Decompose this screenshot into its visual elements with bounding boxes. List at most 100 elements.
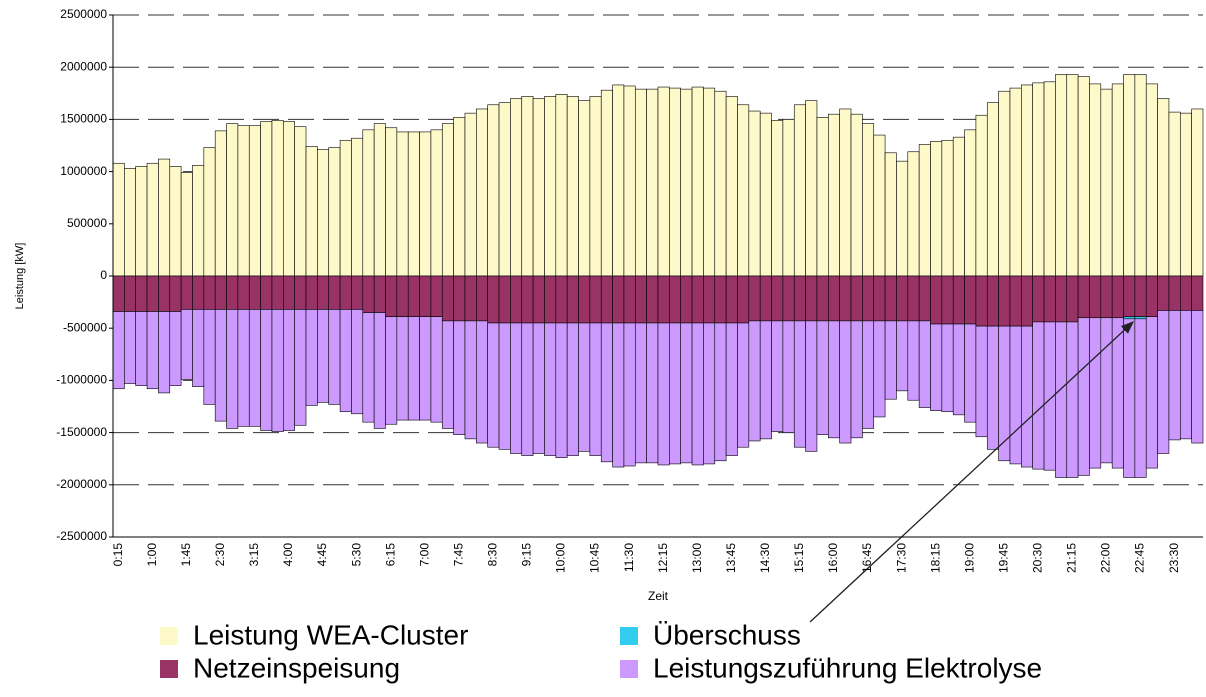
bar-segment <box>1123 316 1136 320</box>
bar-segment <box>226 275 239 310</box>
bar-segment <box>873 320 886 418</box>
legend-swatch <box>620 627 638 645</box>
bar-segment <box>1077 317 1090 476</box>
bar-segment <box>1055 74 1068 277</box>
bar-segment <box>646 322 659 464</box>
legend-label: Leistung WEA-Cluster <box>193 619 468 650</box>
x-tick-label: 0:15 <box>111 543 125 567</box>
y-tick-label: 1500000 <box>60 112 107 126</box>
bar-segment <box>555 322 568 458</box>
bar-segment <box>453 117 466 277</box>
bar-segment <box>907 275 920 322</box>
x-tick-label: 19:00 <box>962 543 976 573</box>
bar-segment <box>498 322 511 450</box>
bar-segment <box>305 146 318 277</box>
bar-segment <box>203 275 216 310</box>
bar-segment <box>930 275 943 325</box>
x-tick-label: 4:45 <box>315 543 329 567</box>
bar-segment <box>941 275 954 325</box>
bar-segment <box>283 309 295 431</box>
bar-segment <box>510 275 523 324</box>
legend-swatch <box>620 660 638 678</box>
bar-segment <box>657 275 670 324</box>
bar-segment <box>1134 74 1147 277</box>
x-tick-label: 4:00 <box>281 543 295 567</box>
bar-segment <box>1123 318 1136 478</box>
bar-segment <box>975 114 988 277</box>
bar-segment <box>918 275 931 322</box>
x-tick-label: 23:30 <box>1167 543 1181 573</box>
bar-segment <box>862 320 875 429</box>
bar-segment <box>237 309 250 427</box>
bar-segment <box>135 311 148 386</box>
x-tick-label: 9:15 <box>520 543 534 567</box>
bar-segment <box>532 322 545 454</box>
bar-segment <box>941 139 954 277</box>
x-tick-label: 16:00 <box>826 543 840 573</box>
bar-segment <box>464 275 477 322</box>
bar-segment <box>771 275 784 322</box>
bar-segment <box>112 311 125 390</box>
bar-segment <box>1021 325 1033 468</box>
bar-segment <box>1021 84 1033 277</box>
x-tick-label: 11:30 <box>622 543 636 572</box>
bar-segment <box>464 112 477 277</box>
bar-segment <box>180 275 193 310</box>
bar-segment <box>964 323 977 423</box>
bar-segment <box>476 275 488 322</box>
bar-segment <box>248 125 261 277</box>
bar-segment <box>952 323 965 416</box>
bar-segment <box>441 123 454 277</box>
y-axis-label: Leistung [kW] <box>14 243 26 310</box>
bar-segment <box>237 125 250 277</box>
bar-segment <box>1157 310 1170 454</box>
legend-swatch <box>160 627 178 645</box>
bar-segment <box>271 275 284 310</box>
bar-segment <box>805 275 818 322</box>
x-tick-label: 20:30 <box>1031 543 1045 573</box>
bar-segment <box>952 136 965 277</box>
bar-segment <box>714 322 727 462</box>
bar-segment <box>975 325 988 438</box>
bar-segment <box>896 160 909 277</box>
bar-segment <box>646 275 659 324</box>
bar-segment <box>192 309 205 387</box>
bar-segment <box>691 86 704 277</box>
x-tick-label: 19:45 <box>996 543 1010 573</box>
bar-segment <box>850 113 863 277</box>
bar-segment <box>294 309 307 426</box>
bar-segment <box>1179 275 1192 311</box>
bar-segment <box>1009 87 1022 277</box>
bar-segment <box>362 312 375 423</box>
bar-segment <box>703 275 716 324</box>
x-tick-label: 10:00 <box>554 543 568 573</box>
bar-segment <box>1089 275 1102 319</box>
bar-segment <box>498 275 511 324</box>
bar-segment <box>782 320 795 433</box>
bar-segment <box>1157 275 1170 311</box>
bar-segment <box>260 309 273 431</box>
bar-segment <box>146 311 159 390</box>
bar-segment <box>873 134 886 277</box>
bar-segment <box>214 275 227 310</box>
bar-segment <box>510 322 523 454</box>
bar-segment <box>317 309 330 403</box>
legend-label: Überschuss <box>653 619 801 650</box>
bar-segment <box>634 322 647 464</box>
x-tick-label: 21:15 <box>1065 543 1079 573</box>
bar-segment <box>816 320 829 435</box>
x-tick-label: 12:15 <box>656 543 670 573</box>
bar-segment <box>1179 112 1192 277</box>
bar-segment <box>998 90 1011 277</box>
bar-segment <box>1157 98 1170 277</box>
bar-segment <box>623 85 636 277</box>
bar-segment <box>1009 325 1022 465</box>
x-tick-label: 2:30 <box>213 543 227 567</box>
bar-segment <box>748 110 761 277</box>
x-axis-label: Zeit <box>648 589 669 603</box>
bar-segment <box>816 275 829 322</box>
bar-segment <box>385 316 398 425</box>
bar-segment <box>680 322 693 464</box>
bar-segment <box>623 275 636 324</box>
